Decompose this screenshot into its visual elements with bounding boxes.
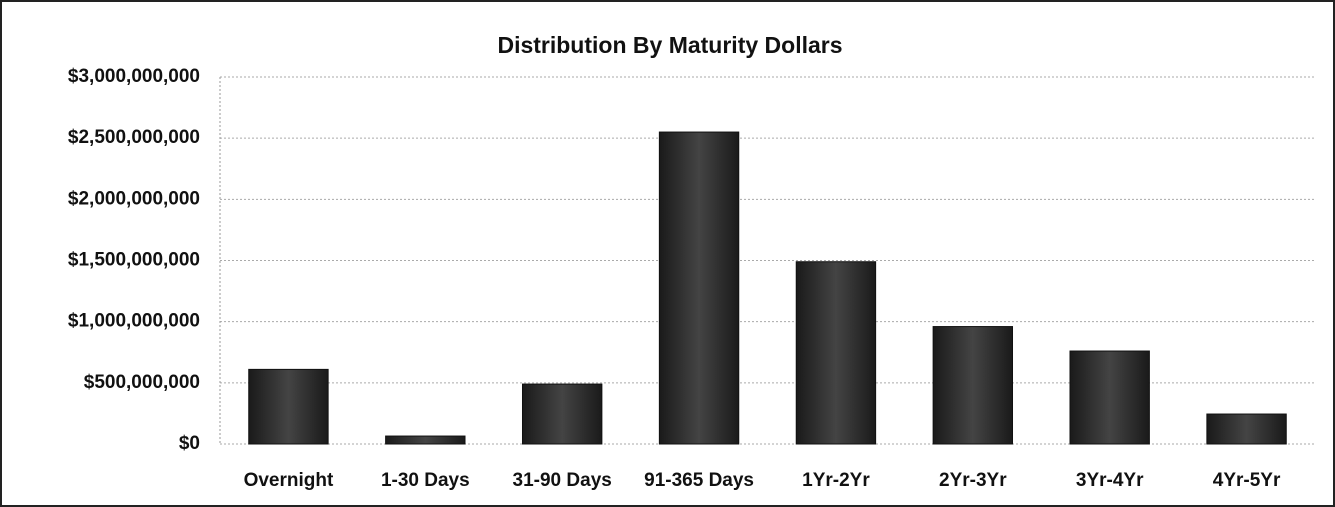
y-tick-label: $0 [179,433,200,454]
y-tick-label: $1,000,000,000 [68,311,200,332]
x-tick-label: 1Yr-2Yr [802,470,870,491]
bar [521,383,603,445]
x-tick-label: 91-365 Days [644,470,754,491]
bar [658,131,740,445]
x-tick-label: 4Yr-5Yr [1213,470,1281,491]
x-tick-label: 2Yr-3Yr [939,470,1007,491]
x-tick-label: 1-30 Days [381,470,470,491]
chart-title: Distribution By Maturity Dollars [497,32,842,58]
bar [795,261,877,445]
bar [932,326,1014,445]
bar [1206,413,1287,445]
y-tick-label: $3,000,000,000 [68,66,200,87]
x-tick-label: 31-90 Days [513,470,612,491]
y-tick-label: $2,500,000,000 [68,127,200,148]
x-tick-label: Overnight [244,470,334,491]
x-tick-label: 3Yr-4Yr [1076,470,1144,491]
bar [248,368,329,445]
bar [385,435,466,445]
y-tick-label: $1,500,000,000 [68,250,200,271]
bar [1069,350,1150,445]
y-tick-label: $2,000,000,000 [68,188,200,209]
y-tick-label: $500,000,000 [84,372,200,393]
